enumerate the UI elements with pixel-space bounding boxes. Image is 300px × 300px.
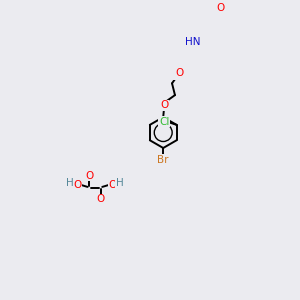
Text: H: H	[116, 178, 124, 188]
Text: O: O	[108, 180, 117, 190]
Text: HN: HN	[185, 37, 200, 47]
Text: O: O	[216, 4, 225, 14]
Text: O: O	[160, 100, 169, 110]
Text: O: O	[175, 68, 184, 78]
Text: O: O	[85, 171, 93, 181]
Text: H: H	[66, 178, 74, 188]
Text: Cl: Cl	[159, 117, 169, 127]
Text: O: O	[73, 180, 81, 190]
Text: O: O	[97, 194, 105, 204]
Text: Br: Br	[158, 155, 169, 165]
